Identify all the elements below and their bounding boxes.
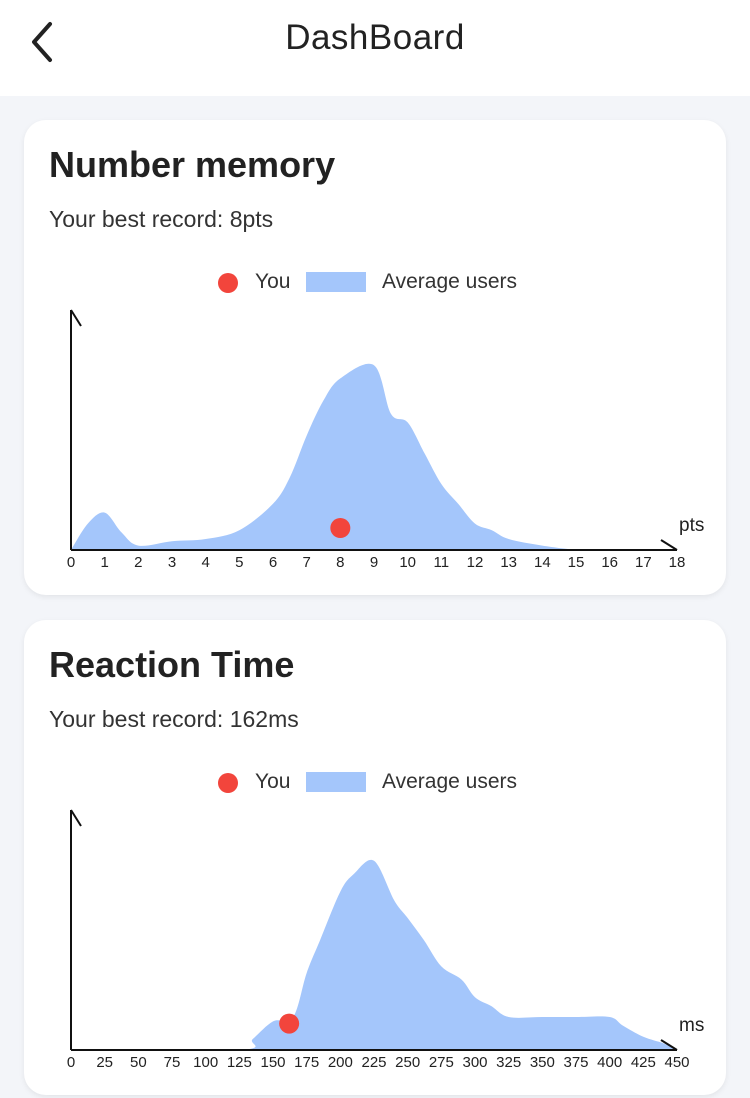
x-tick-label: 4 bbox=[201, 554, 209, 570]
x-tick-label: 18 bbox=[669, 554, 686, 570]
reaction-time-card: Reaction Time Your best record: 162ms Yo… bbox=[24, 620, 726, 1095]
card-title: Reaction Time bbox=[49, 644, 295, 685]
x-tick-label: 375 bbox=[563, 1054, 588, 1070]
best-record: Your best record: 8pts bbox=[49, 206, 274, 232]
x-tick-label: 100 bbox=[193, 1054, 218, 1070]
x-axis-arrow bbox=[660, 539, 678, 551]
x-tick-label: 50 bbox=[130, 1054, 147, 1070]
legend-average-label: Average users bbox=[382, 770, 518, 793]
legend-average-swatch bbox=[306, 772, 366, 792]
x-tick-label: 15 bbox=[568, 554, 585, 570]
you-marker bbox=[330, 518, 351, 538]
x-axis-arrow bbox=[660, 1039, 678, 1051]
x-tick-label: 75 bbox=[164, 1054, 181, 1070]
average-users-area bbox=[71, 363, 576, 550]
x-tick-label: 225 bbox=[361, 1054, 386, 1070]
x-tick-label: 7 bbox=[302, 554, 310, 570]
x-tick-label: 0 bbox=[67, 554, 75, 570]
x-tick-label: 350 bbox=[530, 1054, 555, 1070]
x-tick-label: 5 bbox=[235, 554, 243, 570]
x-tick-label: 16 bbox=[601, 554, 618, 570]
x-tick-label: 9 bbox=[370, 554, 378, 570]
x-tick-label: 175 bbox=[294, 1054, 319, 1070]
legend-you-label: You bbox=[255, 270, 291, 293]
x-tick-label: 11 bbox=[434, 554, 450, 570]
x-tick-label: 325 bbox=[496, 1054, 521, 1070]
x-tick-label: 275 bbox=[429, 1054, 454, 1070]
x-tick-label: 425 bbox=[631, 1054, 656, 1070]
card-title: Number memory bbox=[49, 144, 336, 185]
chevron-left-icon bbox=[32, 22, 52, 62]
x-tick-label: 300 bbox=[462, 1054, 487, 1070]
x-tick-label: 150 bbox=[260, 1054, 285, 1070]
x-tick-label: 12 bbox=[467, 554, 484, 570]
chart-legend: You Average users bbox=[24, 270, 726, 298]
x-tick-label: 6 bbox=[269, 554, 277, 570]
x-tick-label: 250 bbox=[395, 1054, 420, 1070]
app-header: DashBoard bbox=[0, 0, 750, 96]
x-tick-label: 125 bbox=[227, 1054, 252, 1070]
reaction-time-chart: 0 25 50 75 100 125 150 175 200 225 250 275 300 325 350… bbox=[67, 809, 704, 1070]
x-tick-label: 200 bbox=[328, 1054, 353, 1070]
x-tick-label: 400 bbox=[597, 1054, 622, 1070]
x-tick-label: 14 bbox=[534, 554, 551, 570]
legend-you-marker bbox=[218, 273, 238, 293]
x-tick-label: 8 bbox=[336, 554, 344, 570]
x-tick-label: 3 bbox=[168, 554, 176, 570]
number-memory-card: Number memory Your best record: 8pts You… bbox=[24, 120, 726, 595]
legend-average-label: Average users bbox=[382, 270, 518, 293]
x-tick-label: 0 bbox=[67, 1054, 75, 1070]
average-users-area bbox=[71, 859, 677, 1050]
y-axis-arrow bbox=[70, 309, 82, 327]
x-tick-label: 25 bbox=[96, 1054, 113, 1070]
x-tick-label: 1 bbox=[100, 554, 108, 570]
you-marker bbox=[279, 1013, 300, 1034]
chart-legend: You Average users bbox=[24, 770, 726, 798]
page-title: DashBoard bbox=[285, 18, 465, 57]
back-button[interactable] bbox=[18, 14, 74, 70]
x-tick-label: 17 bbox=[635, 554, 652, 570]
best-record: Your best record: 162ms bbox=[49, 706, 299, 732]
x-tick-label: 450 bbox=[664, 1054, 689, 1070]
x-axis-unit: ms bbox=[679, 1015, 704, 1036]
legend-you-label: You bbox=[255, 770, 291, 793]
x-axis-unit: pts bbox=[679, 515, 704, 536]
x-tick-label: 2 bbox=[134, 554, 142, 570]
x-tick-label: 13 bbox=[500, 554, 517, 570]
x-tick-label: 10 bbox=[399, 554, 416, 570]
legend-you-marker bbox=[218, 773, 238, 793]
legend-average-swatch bbox=[306, 272, 366, 292]
y-axis-arrow bbox=[70, 809, 82, 827]
